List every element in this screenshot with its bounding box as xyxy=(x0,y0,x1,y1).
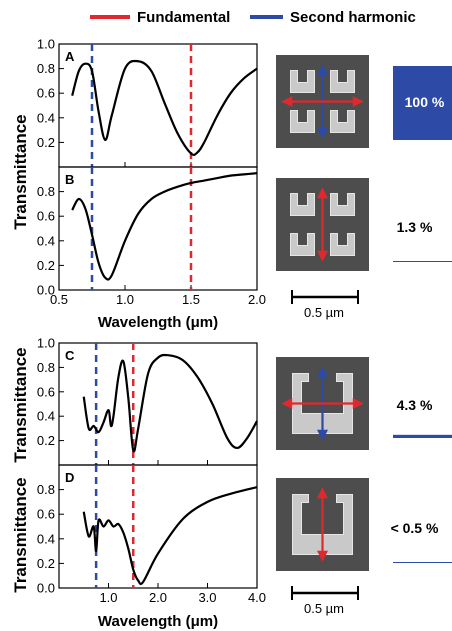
y-tick-label: 0.2 xyxy=(37,135,55,150)
split-ring-resonator xyxy=(290,70,315,93)
split-ring-resonator xyxy=(290,233,315,256)
split-ring-resonator xyxy=(330,110,355,133)
efficiency-value: 1.3 % xyxy=(397,219,433,235)
efficiency-value: 4.3 % xyxy=(397,397,433,413)
y-tick-label: 0.4 xyxy=(37,233,55,248)
split-ring-resonator xyxy=(330,233,355,256)
y-tick-label: 0.8 xyxy=(37,360,55,375)
split-ring-resonator xyxy=(290,193,315,216)
efficiency-bar xyxy=(393,562,452,563)
efficiency-column: 100 % 1.3 % 4.3 % < 0.5 % xyxy=(391,66,452,563)
transmittance-curve xyxy=(82,486,258,586)
sem-image-1 xyxy=(276,55,369,148)
plot-frame xyxy=(58,464,258,589)
sem-image-2 xyxy=(276,178,369,271)
scale-bar-top: 0.5 µm xyxy=(291,290,359,320)
y-tick-label: 1.0 xyxy=(37,336,55,351)
x-axis-label-bottom: Wavelength (μm) xyxy=(98,613,218,630)
panel-d: 0.0 0.2 0.4 0.6 0.8 1.0 2.0 3.0 4.0 D xyxy=(37,464,266,605)
y-axis-label-top: Transmittance xyxy=(11,114,30,229)
efficiency-row-1: 100 % xyxy=(393,66,452,140)
transmittance-curve xyxy=(71,59,258,157)
x-tick-label: 0.5 xyxy=(50,292,68,307)
y-tick-label: 0.4 xyxy=(37,110,55,125)
x-tick-label: 2.0 xyxy=(248,292,266,307)
panel-c: 0.2 0.4 0.6 0.8 1.0 C xyxy=(37,336,258,466)
y-tick-label: 1.0 xyxy=(37,37,55,52)
panel-a: 0.2 0.4 0.6 0.8 1.0 A xyxy=(37,37,258,168)
large-u-resonator xyxy=(292,494,353,555)
y-axis-label-d: Transmittance xyxy=(11,477,30,592)
y-tick-label: 0.4 xyxy=(37,531,55,546)
efficiency-row-3: 4.3 % xyxy=(393,397,452,438)
y-tick-label: 0.6 xyxy=(37,384,55,399)
efficiency-bar xyxy=(393,66,452,140)
x-tick-label: 1.0 xyxy=(99,590,117,605)
scale-bar-label-bottom: 0.5 µm xyxy=(304,601,344,616)
split-ring-resonator xyxy=(330,193,355,216)
panel-label: D xyxy=(65,470,74,485)
plot-frame xyxy=(58,342,258,466)
split-ring-resonator xyxy=(290,110,315,133)
y-tick-label: 0.2 xyxy=(37,258,55,273)
sem-images xyxy=(276,55,369,571)
plot-frame xyxy=(58,166,258,291)
legend-fundamental-label: Fundamental xyxy=(137,9,230,26)
x-axis-label-top: Wavelength (μm) xyxy=(98,314,218,331)
y-tick-label: 0.0 xyxy=(37,283,55,298)
y-tick-label: 0.8 xyxy=(37,184,55,199)
panel-label: B xyxy=(65,172,74,187)
sem-image-3 xyxy=(276,357,369,450)
chart-panels: 0.2 0.4 0.6 0.8 1.0 A 0.0 0.2 0.4 0.6 0.8 0.5 1.0 1.5… xyxy=(37,37,266,606)
efficiency-bar xyxy=(393,261,452,262)
x-tick-label: 4.0 xyxy=(248,590,266,605)
efficiency-row-2: 1.3 % xyxy=(393,219,452,262)
panel-label: A xyxy=(65,49,75,64)
efficiency-row-4: < 0.5 % xyxy=(391,520,452,563)
sem-image-4 xyxy=(276,478,369,571)
y-tick-label: 0.8 xyxy=(37,61,55,76)
y-tick-label: 0.2 xyxy=(37,556,55,571)
split-ring-resonator xyxy=(330,70,355,93)
x-tick-label: 1.0 xyxy=(116,292,134,307)
x-tick-label: 3.0 xyxy=(198,590,216,605)
scale-bar-label-top: 0.5 µm xyxy=(304,305,344,320)
y-axis-label-c: Transmittance xyxy=(11,347,30,462)
y-tick-label: 0.0 xyxy=(37,581,55,596)
efficiency-bar xyxy=(393,434,452,438)
y-tick-label: 0.4 xyxy=(37,409,55,424)
efficiency-value: 100 % xyxy=(405,94,445,110)
transmittance-curve xyxy=(71,172,258,281)
legend: Fundamental Second harmonic xyxy=(90,9,416,26)
y-tick-label: 0.8 xyxy=(37,482,55,497)
y-tick-label: 0.2 xyxy=(37,433,55,448)
efficiency-value: < 0.5 % xyxy=(391,520,439,536)
legend-second-harmonic-label: Second harmonic xyxy=(290,9,416,26)
panel-b: 0.0 0.2 0.4 0.6 0.8 0.5 1.0 1.5 2.0 B xyxy=(37,166,266,307)
y-tick-label: 0.6 xyxy=(37,507,55,522)
x-tick-label: 2.0 xyxy=(149,590,167,605)
transmittance-curve xyxy=(82,353,258,453)
y-tick-label: 0.6 xyxy=(37,86,55,101)
large-u-resonator xyxy=(292,373,353,434)
panel-label: C xyxy=(65,348,75,363)
y-tick-label: 0.6 xyxy=(37,209,55,224)
scale-bar-bottom: 0.5 µm xyxy=(291,586,359,616)
plot-frame xyxy=(58,43,258,168)
x-tick-label: 1.5 xyxy=(182,292,200,307)
